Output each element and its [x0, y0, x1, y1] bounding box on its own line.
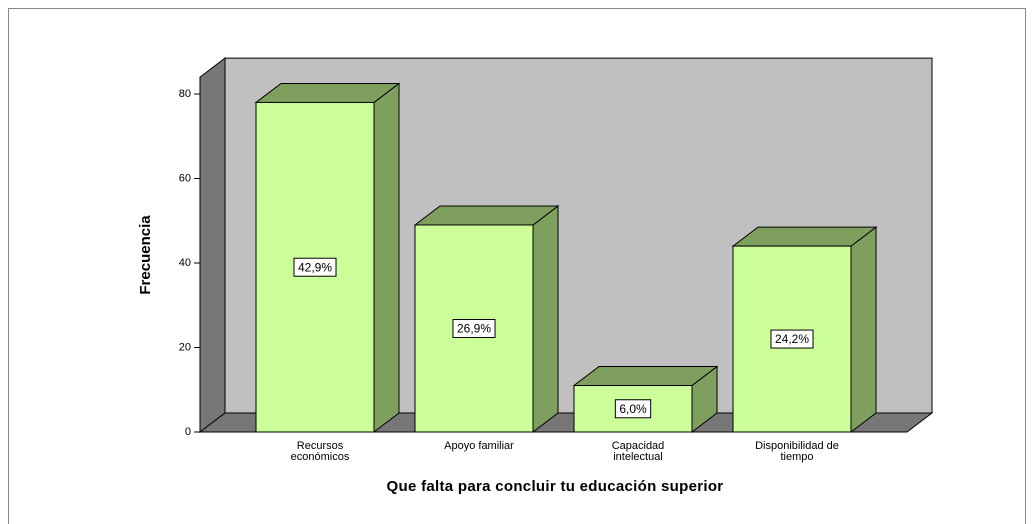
bar-top: [254, 82, 401, 103]
y-tick-label: 0: [185, 426, 191, 438]
data-label-box: [770, 329, 814, 349]
y-axis-title: Frecuencia: [137, 215, 154, 295]
data-label: 26,9%: [457, 322, 491, 336]
side-wall: [199, 57, 226, 434]
x-tick-label: Apoyo familiar: [444, 440, 514, 452]
bar-side: [373, 82, 400, 434]
data-label-box: [293, 257, 337, 277]
data-label-box: [452, 318, 496, 338]
x-tick-label: Capacidad intelectual: [611, 440, 665, 463]
data-label: 6,0%: [619, 402, 647, 416]
x-axis-title: Que falta para concluir tu educación sup…: [387, 478, 724, 495]
y-tick-label: 60: [179, 172, 191, 184]
bar-top: [572, 366, 719, 387]
data-label: 42,9%: [298, 260, 332, 274]
data-label: 24,2%: [775, 332, 809, 346]
bar-side: [532, 204, 559, 434]
x-tick-label: Recursos económicos: [290, 440, 350, 463]
bar-top: [413, 205, 560, 226]
y-tick-label: 80: [179, 88, 191, 100]
data-label-box: [614, 399, 652, 419]
bar-top: [731, 226, 878, 247]
x-tick-label: Disponibilidad de tiempo: [755, 440, 839, 463]
y-tick-label: 40: [179, 257, 191, 269]
y-tick-label: 20: [179, 341, 191, 353]
bar-side: [850, 226, 877, 434]
